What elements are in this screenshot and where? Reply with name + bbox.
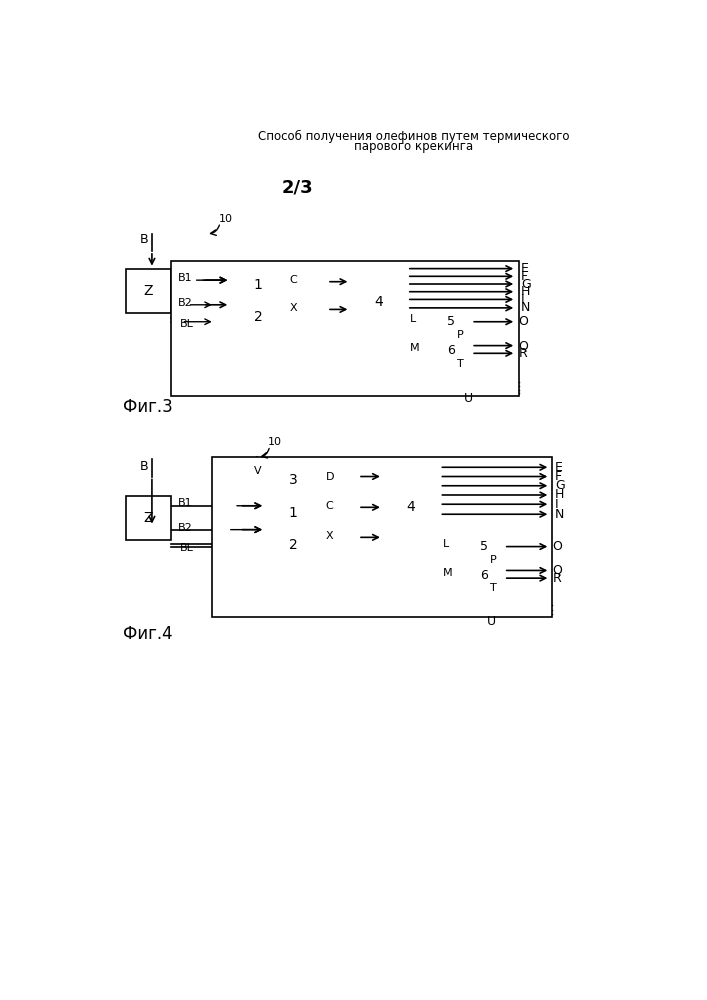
Text: 10: 10 bbox=[268, 437, 282, 447]
Text: L: L bbox=[443, 539, 449, 549]
Text: R: R bbox=[553, 572, 561, 585]
Text: U: U bbox=[487, 615, 496, 628]
Text: C: C bbox=[325, 501, 333, 511]
Text: N: N bbox=[555, 508, 564, 521]
Text: 1: 1 bbox=[254, 278, 262, 292]
Bar bbox=[230, 302, 287, 332]
Text: F: F bbox=[555, 470, 562, 483]
Text: H: H bbox=[521, 285, 530, 298]
Text: 10: 10 bbox=[218, 214, 233, 224]
Bar bbox=[383, 473, 440, 540]
Text: Фиг.3: Фиг.3 bbox=[123, 398, 173, 416]
Bar bbox=[351, 272, 407, 333]
Bar bbox=[212, 457, 552, 617]
Text: C: C bbox=[290, 275, 298, 285]
Text: 2: 2 bbox=[254, 310, 262, 324]
Text: B1: B1 bbox=[178, 273, 193, 283]
Text: 4: 4 bbox=[407, 500, 415, 514]
Text: B: B bbox=[140, 233, 148, 246]
Text: 4: 4 bbox=[374, 295, 382, 309]
Text: H: H bbox=[555, 488, 564, 501]
Text: X: X bbox=[290, 303, 298, 313]
Text: P: P bbox=[490, 555, 496, 565]
Text: U: U bbox=[464, 392, 473, 405]
Bar bbox=[431, 343, 472, 358]
Text: BL: BL bbox=[180, 543, 194, 553]
Text: X: X bbox=[325, 531, 333, 541]
Bar bbox=[464, 567, 504, 583]
Bar bbox=[170, 261, 519, 396]
Bar bbox=[265, 498, 322, 527]
Text: 6: 6 bbox=[447, 344, 455, 357]
Text: 2/3: 2/3 bbox=[282, 179, 313, 197]
Text: F: F bbox=[521, 270, 528, 283]
Text: Фиг.4: Фиг.4 bbox=[123, 625, 173, 643]
Text: 5: 5 bbox=[479, 540, 488, 553]
Text: G: G bbox=[521, 278, 530, 291]
Text: B1: B1 bbox=[178, 498, 193, 508]
Text: 5: 5 bbox=[447, 315, 455, 328]
Bar bbox=[464, 539, 504, 554]
Bar bbox=[126, 496, 170, 540]
Text: V: V bbox=[255, 466, 262, 476]
Text: 1: 1 bbox=[288, 506, 298, 520]
Text: B: B bbox=[140, 460, 148, 473]
Text: D: D bbox=[325, 472, 334, 482]
Bar bbox=[265, 463, 322, 496]
Text: 2: 2 bbox=[288, 538, 298, 552]
Text: 3: 3 bbox=[288, 473, 298, 487]
Text: 6: 6 bbox=[479, 569, 488, 582]
Text: I: I bbox=[521, 293, 525, 306]
Text: N: N bbox=[521, 301, 530, 314]
Text: M: M bbox=[443, 568, 452, 578]
Text: B2: B2 bbox=[178, 298, 193, 308]
Text: L: L bbox=[410, 314, 416, 324]
Text: Z: Z bbox=[144, 284, 153, 298]
Text: P: P bbox=[457, 330, 464, 340]
Text: BL: BL bbox=[180, 319, 194, 329]
Text: I: I bbox=[555, 498, 559, 511]
Text: Способ получения олефинов путем термического: Способ получения олефинов путем термичес… bbox=[258, 130, 570, 143]
Text: R: R bbox=[518, 347, 527, 360]
Text: E: E bbox=[521, 262, 529, 275]
Text: G: G bbox=[555, 479, 565, 492]
Text: Z: Z bbox=[144, 511, 153, 525]
Bar bbox=[265, 530, 322, 560]
Text: T: T bbox=[490, 583, 496, 593]
Text: M: M bbox=[410, 343, 420, 353]
Bar bbox=[230, 270, 287, 299]
Text: O: O bbox=[553, 540, 563, 553]
Text: Q: Q bbox=[518, 339, 528, 352]
Text: T: T bbox=[457, 359, 464, 369]
Text: B2: B2 bbox=[178, 523, 193, 533]
Bar bbox=[431, 314, 472, 329]
Bar bbox=[126, 269, 170, 313]
Text: E: E bbox=[555, 461, 563, 474]
Text: Q: Q bbox=[553, 564, 563, 577]
Text: O: O bbox=[518, 315, 528, 328]
Text: парового крекинга: парового крекинга bbox=[354, 140, 474, 153]
